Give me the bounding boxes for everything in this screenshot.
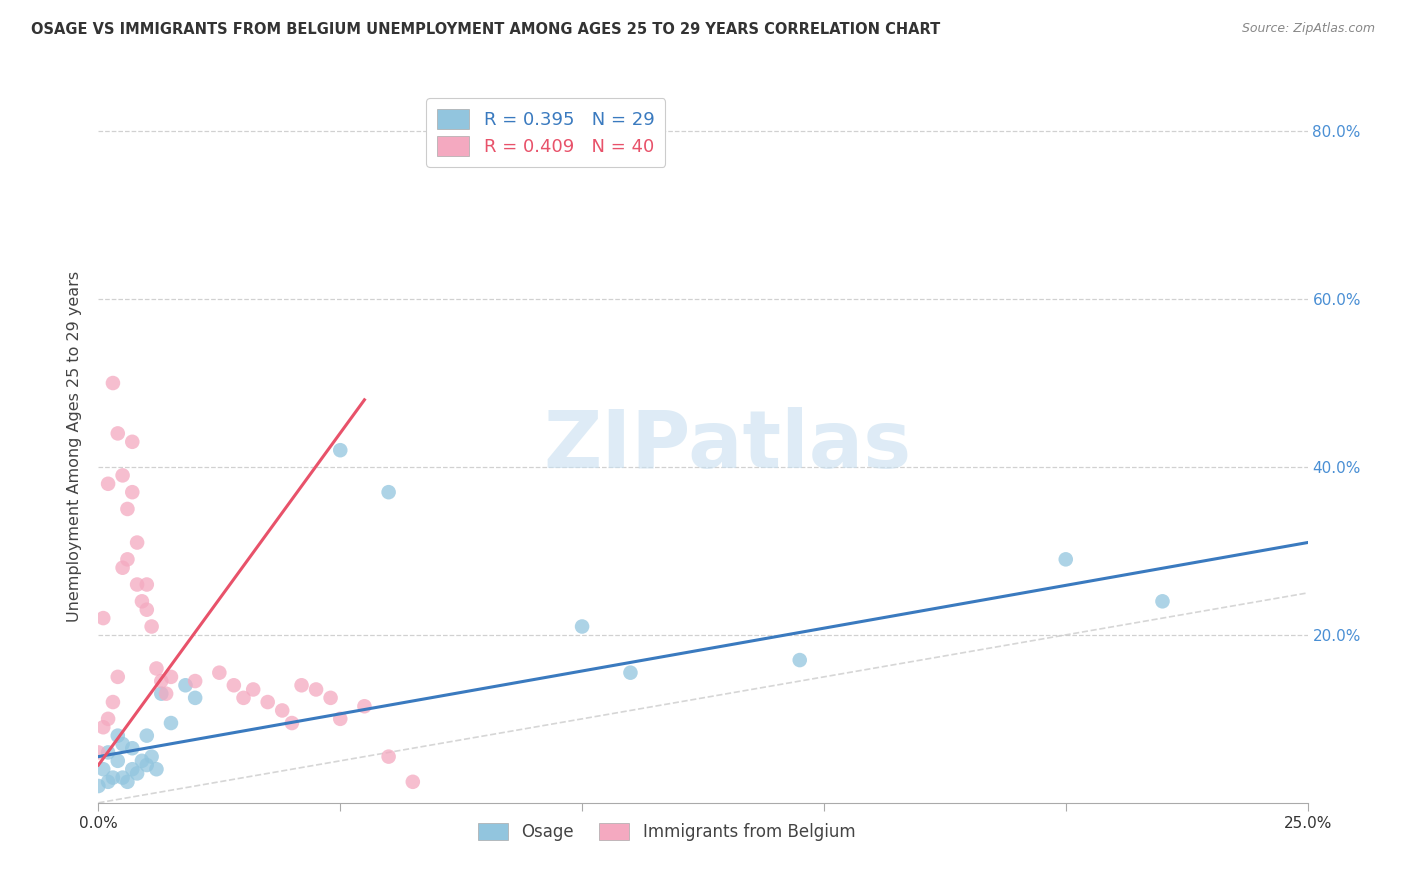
Point (121, 434, 143, 449)
Point (111, 737, 134, 751)
Point (141, 619, 163, 633)
Point (87, 779, 110, 793)
Point (91, 611, 114, 625)
Point (150, 687, 173, 701)
Point (135, 577, 157, 591)
Point (101, 695, 124, 709)
Point (91, 720, 114, 734)
Point (377, 749, 399, 764)
Point (256, 695, 278, 709)
Point (127, 766, 149, 780)
Point (135, 729, 157, 743)
Point (329, 712, 352, 726)
Text: OSAGE VS IMMIGRANTS FROM BELGIUM UNEMPLOYMENT AMONG AGES 25 TO 29 YEARS CORRELAT: OSAGE VS IMMIGRANTS FROM BELGIUM UNEMPLO… (31, 22, 941, 37)
Point (174, 678, 197, 692)
Text: ZIPatlas: ZIPatlas (543, 407, 911, 485)
Point (184, 690, 207, 705)
Point (131, 754, 153, 768)
Y-axis label: Unemployment Among Ages 25 to 29 years: Unemployment Among Ages 25 to 29 years (67, 270, 83, 622)
Point (111, 771, 134, 785)
Point (101, 376, 124, 390)
Point (111, 468, 134, 483)
Point (111, 560, 134, 574)
Point (208, 665, 231, 680)
Point (107, 754, 129, 768)
Point (184, 674, 207, 689)
Point (329, 443, 352, 458)
Point (135, 758, 157, 772)
Point (121, 485, 143, 500)
Point (117, 552, 139, 566)
Legend: Osage, Immigrants from Belgium: Osage, Immigrants from Belgium (471, 816, 862, 848)
Point (121, 762, 143, 776)
Point (1152, 594, 1174, 608)
Point (619, 665, 641, 680)
Point (97, 712, 120, 726)
Point (127, 535, 149, 549)
Point (232, 690, 254, 705)
Point (107, 729, 129, 743)
Point (160, 716, 183, 731)
Point (281, 716, 304, 731)
Point (91, 762, 114, 776)
Point (145, 661, 167, 675)
Point (131, 594, 153, 608)
Point (135, 603, 157, 617)
Point (107, 670, 129, 684)
Text: Source: ZipAtlas.com: Source: ZipAtlas.com (1241, 22, 1375, 36)
Point (87, 746, 110, 760)
Point (222, 678, 245, 692)
Point (107, 426, 129, 441)
Point (121, 741, 143, 756)
Point (305, 682, 328, 697)
Point (117, 502, 139, 516)
Point (319, 690, 342, 705)
Point (117, 774, 139, 789)
Point (150, 674, 173, 689)
Point (160, 670, 183, 684)
Point (145, 762, 167, 776)
Point (101, 771, 124, 785)
Point (155, 687, 177, 701)
Point (290, 678, 312, 692)
Point (571, 619, 593, 633)
Point (97, 746, 120, 760)
Point (271, 703, 294, 717)
Point (402, 774, 425, 789)
Point (377, 485, 399, 500)
Point (97, 774, 120, 789)
Point (141, 749, 163, 764)
Point (242, 682, 264, 697)
Point (1054, 552, 1077, 566)
Point (789, 653, 811, 667)
Point (353, 699, 375, 714)
Point (97, 476, 120, 491)
Point (127, 577, 149, 591)
